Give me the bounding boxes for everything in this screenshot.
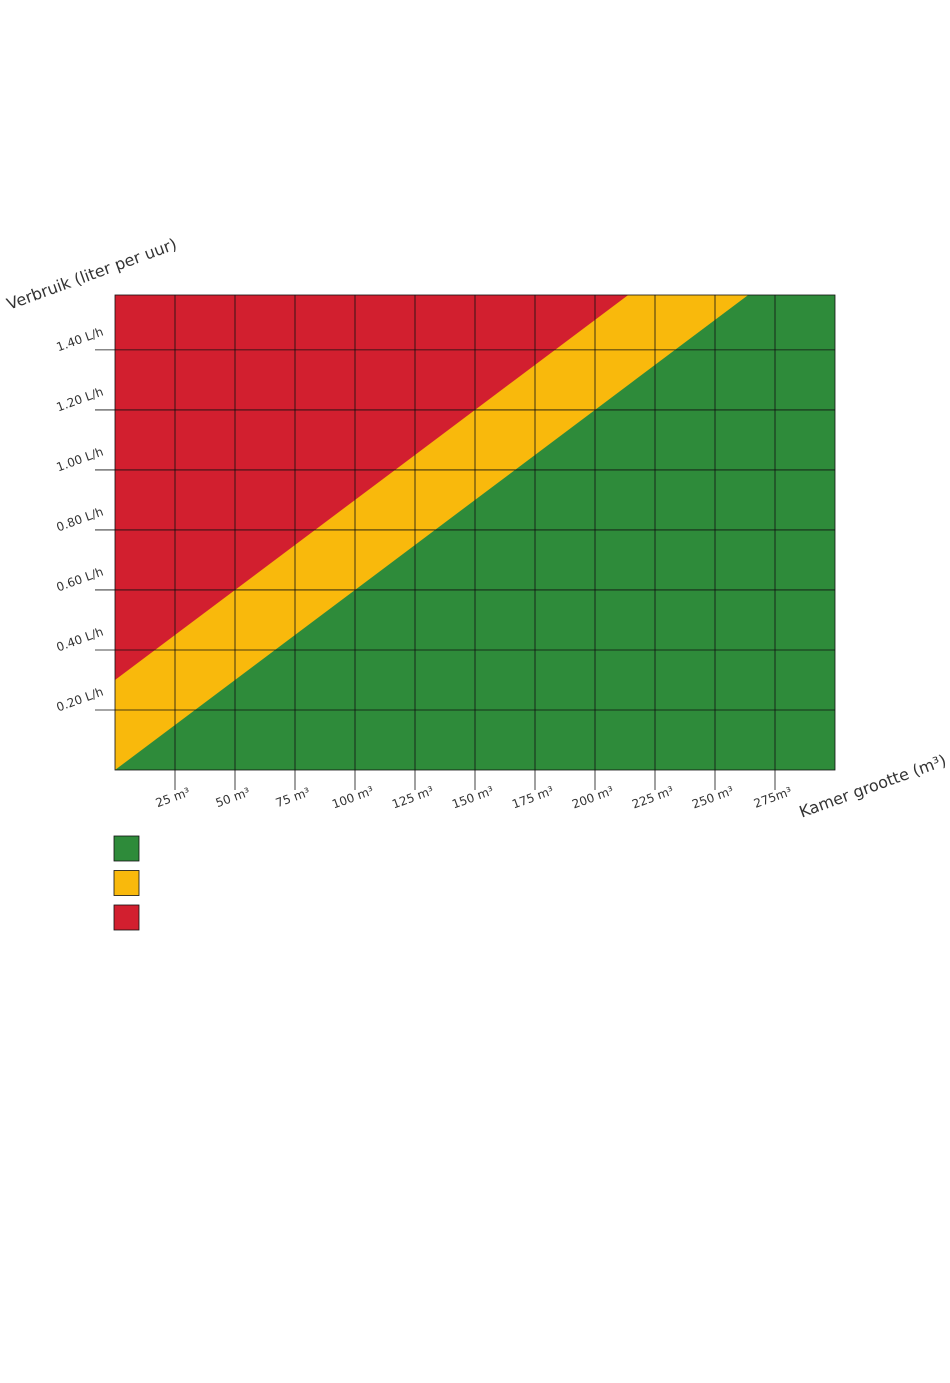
x-tick-label: 250 m³ xyxy=(690,783,736,811)
x-tick-label: 225 m³ xyxy=(630,783,676,811)
x-tick-label: 75 m³ xyxy=(274,785,312,810)
plot-frame xyxy=(114,294,836,771)
legend-swatch xyxy=(113,835,140,862)
x-tick-label: 50 m³ xyxy=(214,785,252,810)
x-tick-label: 100 m³ xyxy=(330,783,376,811)
x-tick-label: 275m³ xyxy=(752,784,794,811)
x-tick-label: 25 m³ xyxy=(154,785,192,810)
x-tick-label: 175 m³ xyxy=(510,783,556,811)
legend-swatch xyxy=(113,870,140,896)
x-tick-label: 125 m³ xyxy=(390,783,436,811)
legend-swatch xyxy=(113,904,140,931)
x-tick-label: 200 m³ xyxy=(570,783,616,811)
x-tick-label: 150 m³ xyxy=(450,783,496,811)
